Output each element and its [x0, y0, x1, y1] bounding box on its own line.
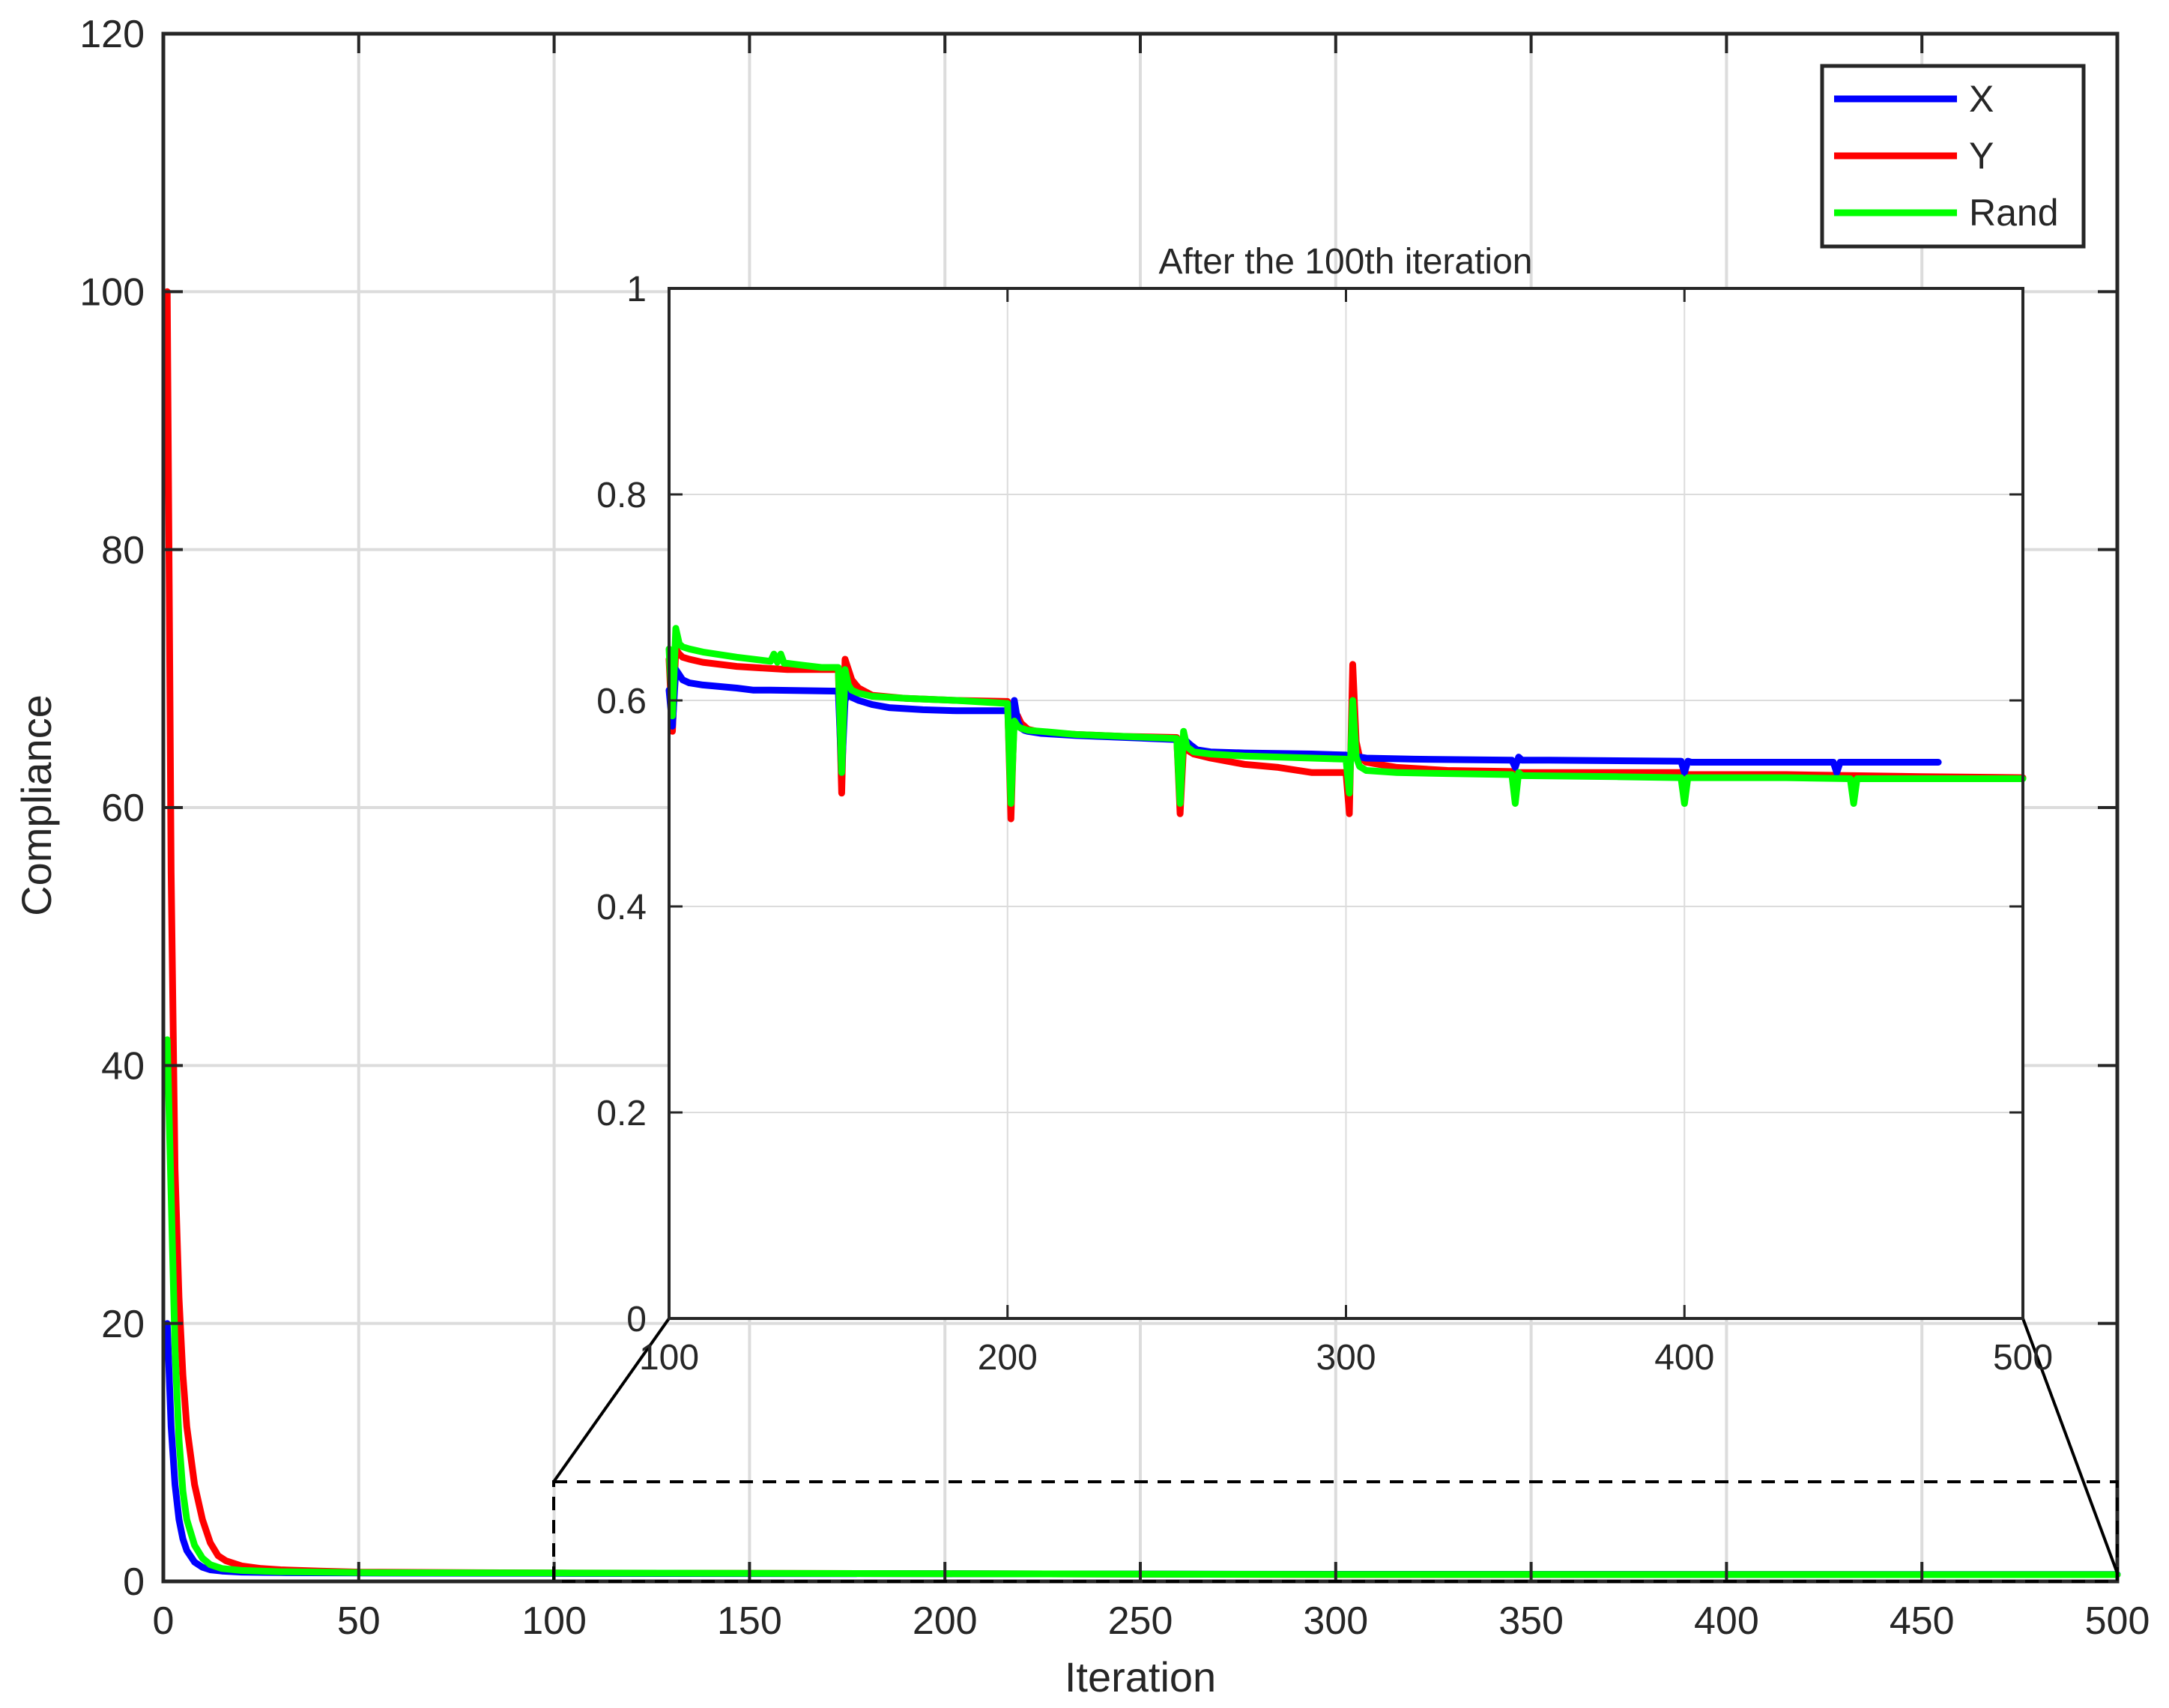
main-x-tick-label: 50 [337, 1599, 381, 1643]
main-y-tick-label: 0 [123, 1560, 145, 1604]
main-x-tick-label: 150 [717, 1599, 782, 1643]
main-x-tick-label: 500 [2085, 1599, 2150, 1643]
inset-series-line-rand [665, 625, 2027, 807]
inset-tick-labels: 100 200 300 400 500 0 0.2 0.4 0.6 0.8 1 [596, 270, 2053, 1378]
inset-y-tick-label: 0.4 [596, 888, 647, 927]
inset-y-tick-label: 1 [626, 270, 647, 309]
main-x-tick-label: 100 [521, 1599, 587, 1643]
main-y-tick-label: 20 [101, 1303, 145, 1346]
inset-ticks [668, 287, 2024, 1320]
inset-x-tick-label: 200 [978, 1338, 1038, 1378]
main-y-tick-label: 120 [79, 13, 145, 56]
main-y-tick-label: 60 [101, 787, 145, 830]
main-ticks [162, 32, 2119, 1583]
inset-x-tick-label: 500 [1993, 1338, 2053, 1378]
inset-y-tick-label: 0 [626, 1300, 647, 1339]
main-x-tick-label: 400 [1694, 1599, 1759, 1643]
inset-y-tick-label: 0.8 [596, 476, 647, 515]
legend: XY Rand [1820, 64, 2086, 249]
legend-label-y: Y [1969, 135, 1994, 177]
main-x-tick-label: 450 [1890, 1599, 1955, 1643]
main-x-tick-label: 200 [913, 1599, 978, 1643]
inset-x-tick-label: 300 [1316, 1338, 1376, 1378]
zoom-connector-right [2021, 1318, 2119, 1574]
main-tick-labels: 0 50 100 150 200 250 300 350 400 450 500 0 20 40 60 80 1… [79, 13, 2150, 1643]
inset-x-tick-label: 100 [639, 1338, 699, 1378]
legend-label-x: X [1969, 78, 1994, 120]
y-axis-label: Compliance [13, 694, 60, 916]
main-x-tick-label: 250 [1108, 1599, 1173, 1643]
zoom-region-box [552, 1480, 2119, 1583]
inset-title: After the 100th iteration [1159, 242, 1533, 282]
inset-x-tick-label: 400 [1654, 1338, 1714, 1378]
main-y-tick-label: 40 [101, 1045, 145, 1088]
main-series-line-rand [163, 1036, 2121, 1578]
x-axis-label: Iteration [1065, 1653, 1216, 1701]
zoom-connector-left [552, 1317, 671, 1483]
inset-series-group [665, 625, 2027, 823]
main-y-tick-label: 80 [101, 529, 145, 572]
main-y-tick-label: 100 [79, 271, 145, 315]
main-x-tick-label: 300 [1303, 1599, 1368, 1643]
main-x-tick-label: 0 [153, 1599, 175, 1643]
inset-y-tick-label: 0.2 [596, 1094, 647, 1133]
legend-label-rand: Rand [1969, 192, 2059, 234]
main-x-tick-label: 350 [1498, 1599, 1564, 1643]
inset-y-tick-label: 0.6 [596, 682, 647, 721]
